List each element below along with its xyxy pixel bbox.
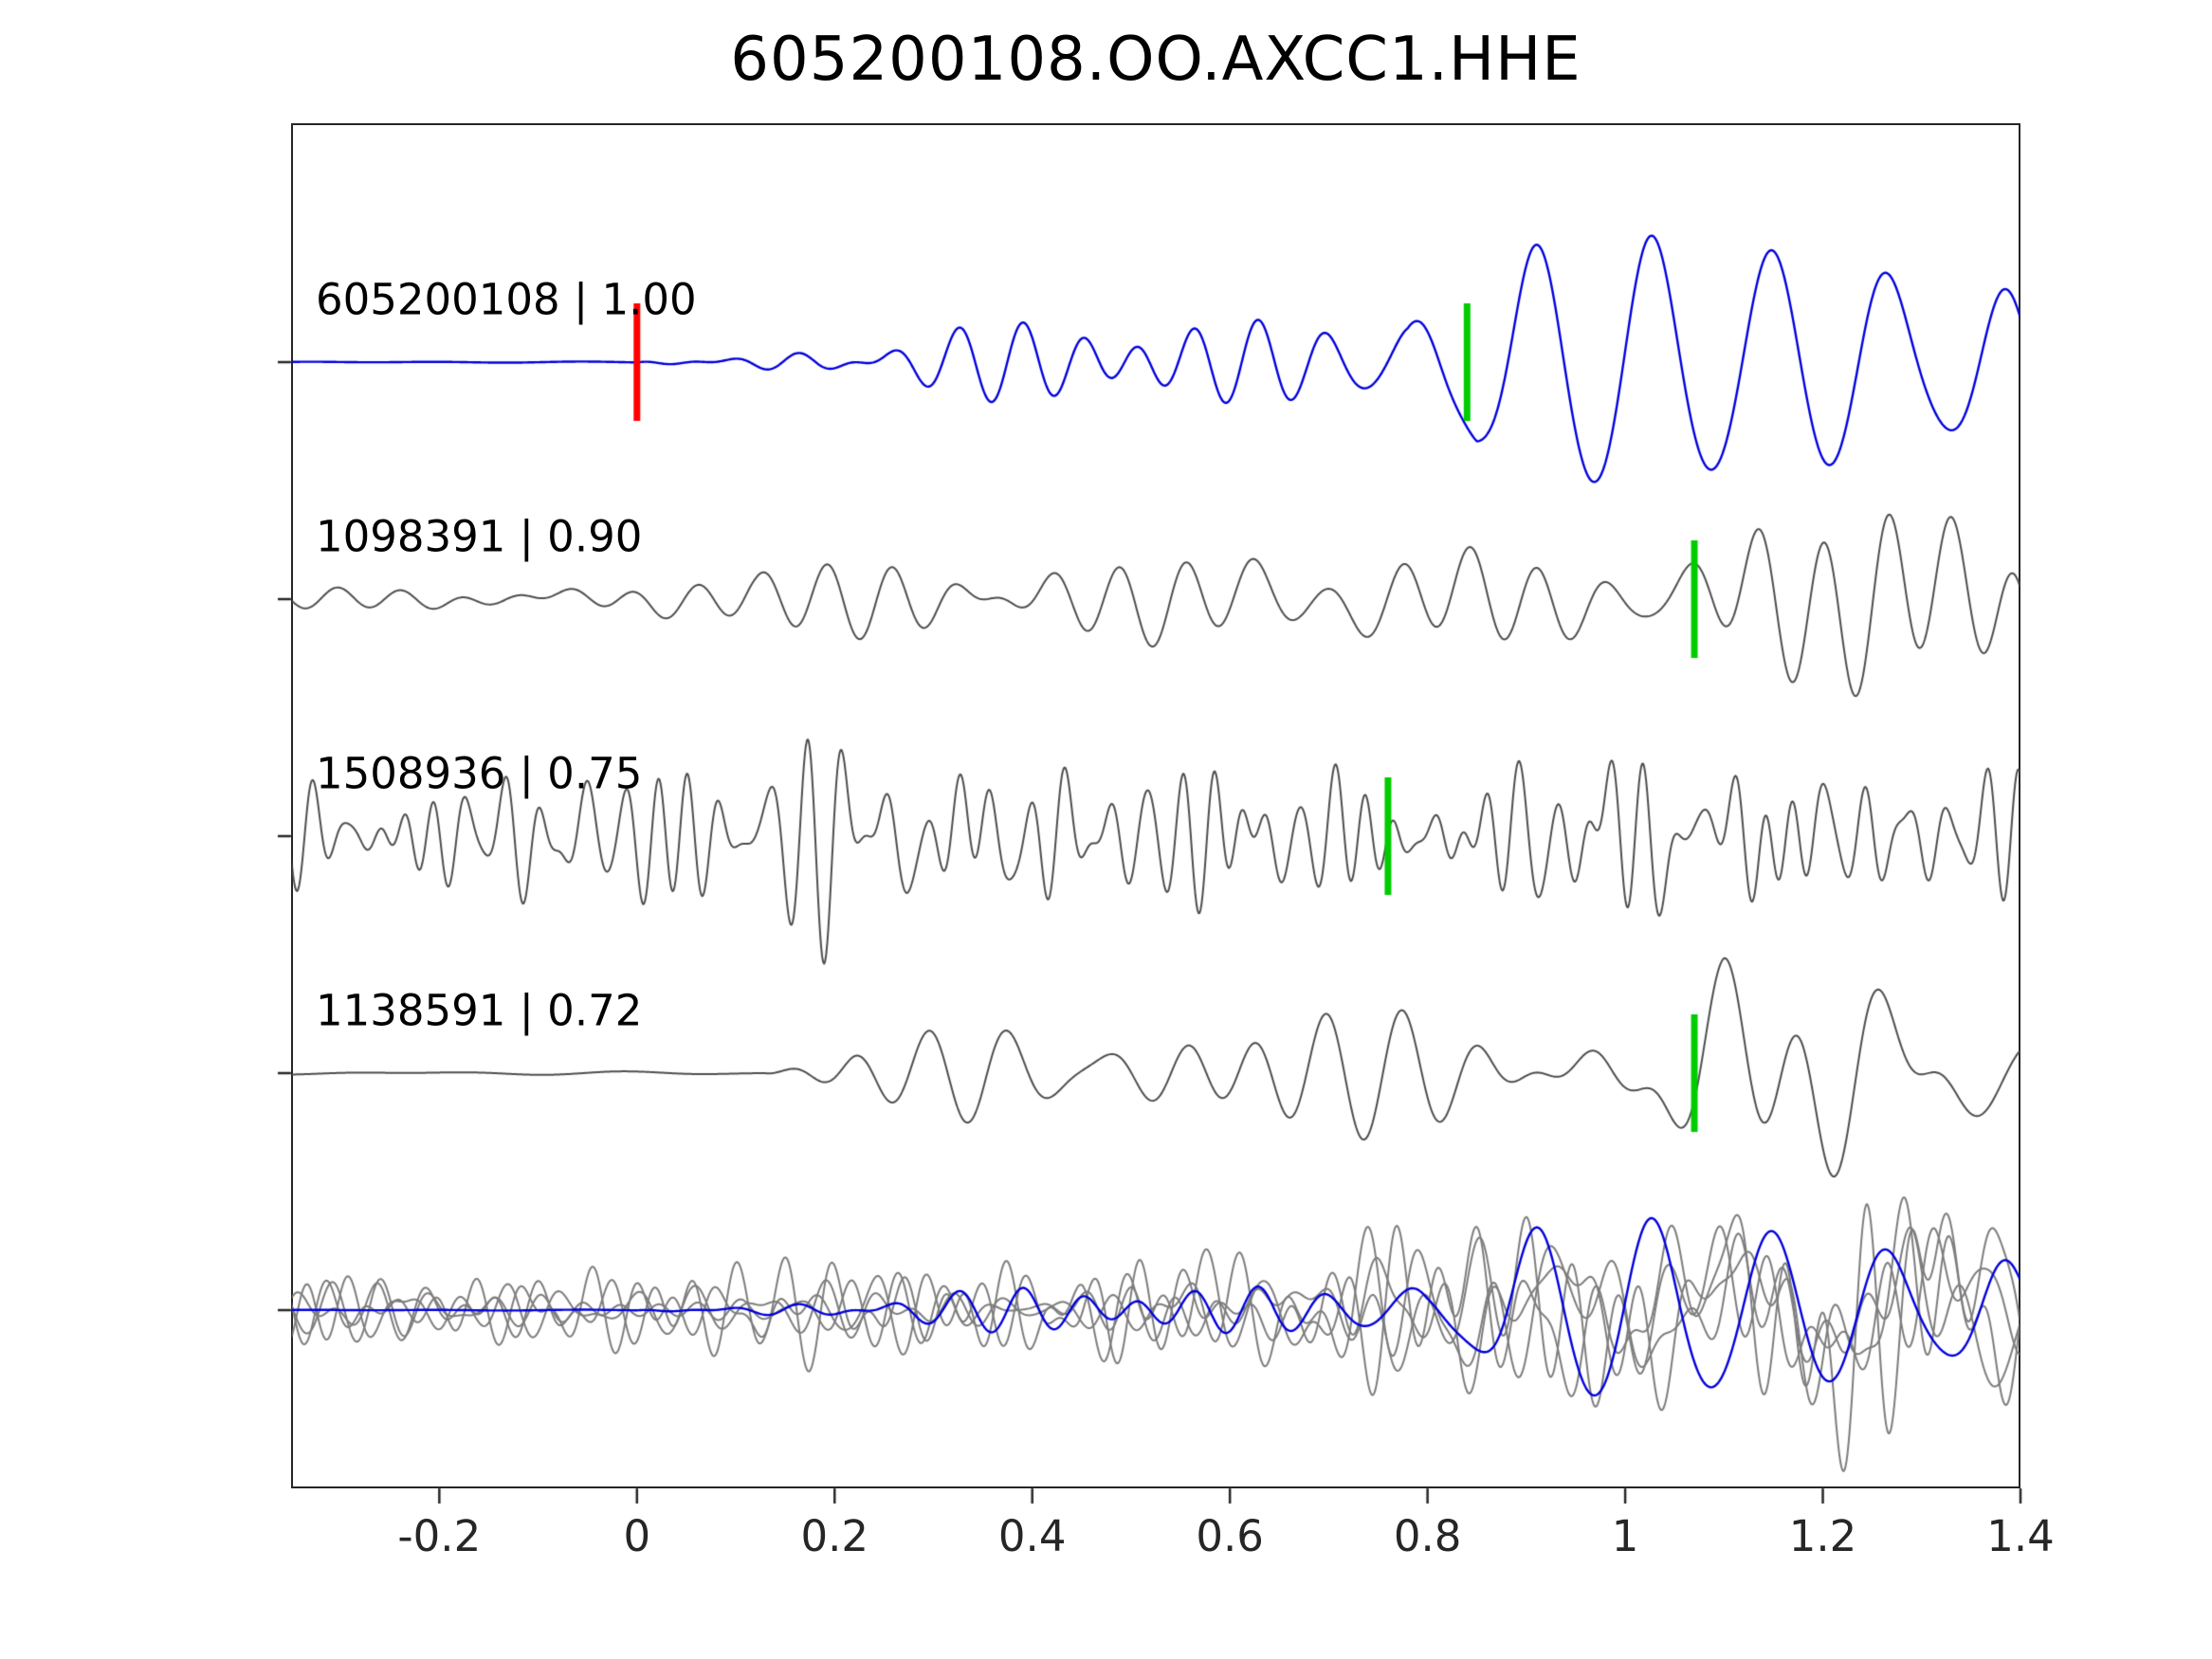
x-tick-label: 1.4	[1986, 1511, 2055, 1561]
trace-label: 1138591 | 0.72	[316, 985, 643, 1036]
x-tick-label: 0.2	[800, 1511, 869, 1561]
x-tick-label: 0	[623, 1511, 651, 1561]
x-tick-label: 1.2	[1788, 1511, 1857, 1561]
trace-label: 1508936 | 0.75	[316, 748, 643, 799]
x-tick-label: -0.2	[397, 1511, 482, 1561]
x-tick-label: 1	[1611, 1511, 1639, 1561]
trace-label: 605200108 | 1.00	[316, 274, 697, 325]
x-tick-label: 0.8	[1393, 1511, 1462, 1561]
trace-label: 1098391 | 0.90	[316, 511, 643, 562]
x-tick-label: 0.6	[1196, 1511, 1264, 1561]
x-tick-label: 0.4	[997, 1511, 1067, 1561]
